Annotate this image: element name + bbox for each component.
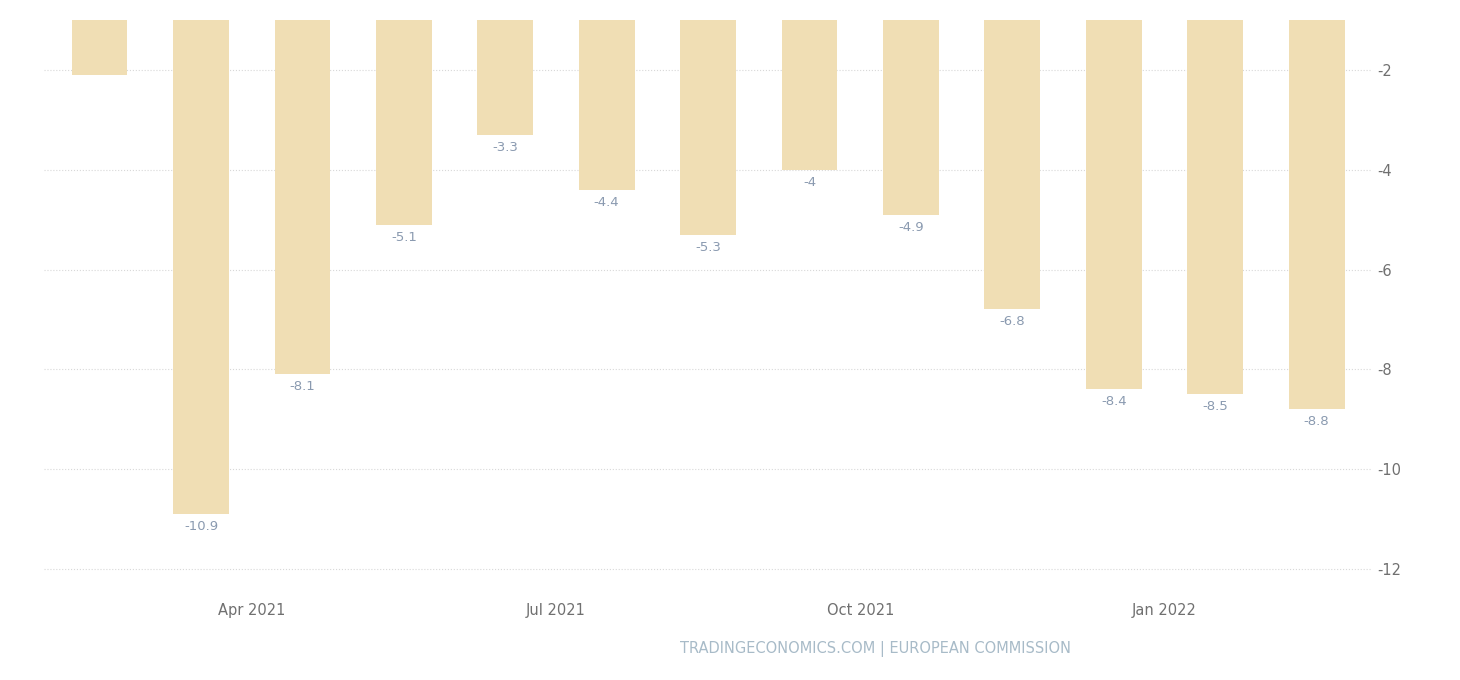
Bar [477, 0, 533, 135]
Bar [1289, 0, 1345, 409]
Bar [680, 0, 736, 235]
Text: -5.1: -5.1 [391, 231, 416, 243]
Bar [578, 0, 635, 190]
Text: -8.1: -8.1 [289, 380, 315, 393]
Text: -5.3: -5.3 [695, 241, 721, 254]
Text: -6.8: -6.8 [1000, 316, 1025, 328]
Bar [72, 0, 127, 75]
Text: -4.9: -4.9 [898, 221, 924, 234]
Bar [274, 0, 330, 374]
Bar [781, 0, 838, 170]
Text: -3.3: -3.3 [492, 141, 518, 154]
Text: -10.9: -10.9 [184, 520, 218, 532]
Text: -8.5: -8.5 [1203, 400, 1228, 413]
Bar [375, 0, 432, 224]
Text: -8.4: -8.4 [1101, 395, 1127, 408]
Bar [984, 0, 1040, 309]
Text: -4: -4 [803, 176, 816, 189]
Bar [1086, 0, 1142, 389]
Text: -4.4: -4.4 [594, 196, 619, 209]
Bar [174, 0, 229, 513]
Bar [883, 0, 939, 215]
Text: TRADINGECONOMICS.COM | EUROPEAN COMMISSION: TRADINGECONOMICS.COM | EUROPEAN COMMISSI… [680, 641, 1072, 658]
Text: -8.8: -8.8 [1304, 415, 1330, 428]
Bar [1187, 0, 1242, 394]
